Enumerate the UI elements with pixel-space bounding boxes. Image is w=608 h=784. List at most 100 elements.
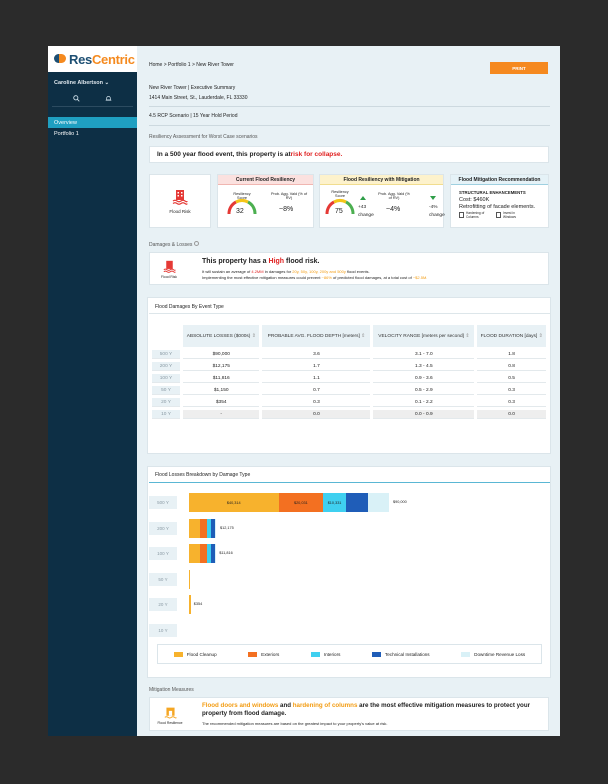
stacked-bar[interactable] — [189, 621, 190, 640]
current-resiliency-card: Current Flood Resiliency Resiliency Scor… — [217, 174, 314, 228]
score-label: Resiliency Score — [233, 192, 251, 200]
legend-item: Technical Installations — [371, 651, 430, 657]
sidebar-item-portfolio-1[interactable]: Portfolio 1 — [54, 131, 79, 137]
score-change: +43 change — [358, 205, 374, 218]
y-tick-label: 100 Y — [149, 547, 177, 560]
property-address: 1414 Main Street, St., Lauderdale, FL 33… — [149, 95, 248, 101]
bar-segment[interactable] — [206, 518, 212, 538]
stacked-bar[interactable] — [189, 518, 217, 538]
sidebar-item-overview[interactable]: Overview — [48, 117, 137, 128]
arrow-down-icon — [430, 196, 436, 200]
table-row: 10 Y -0.0 0.0 - 0.9 0.0 — [152, 410, 546, 419]
bar-segment — [189, 569, 190, 589]
breadcrumb-portfolio[interactable]: Portfolio 1 — [168, 62, 191, 68]
stacked-bar[interactable] — [189, 569, 190, 589]
recommendation-description: Retrofitting of facade elements. — [459, 204, 536, 210]
info-icon[interactable] — [193, 241, 199, 246]
flood-risk-label: Flood Risk — [169, 208, 191, 214]
damages-line-1: It will sustain an average of 4.2MM in d… — [202, 269, 370, 274]
bar-segment[interactable] — [200, 544, 207, 563]
mitigation-score-value: 75 — [335, 208, 343, 215]
legend-item: Interiors — [310, 651, 340, 657]
flood-building-icon — [172, 189, 188, 205]
y-tick-label: 200 Y — [149, 521, 177, 535]
bar-total-label: $12,175 — [220, 525, 234, 530]
bar-segment[interactable] — [200, 518, 207, 538]
search-icon[interactable] — [73, 95, 80, 102]
flood-resilience-badge: Flood Resilience — [155, 702, 185, 728]
columns-item: Hardening of Columns — [459, 211, 490, 219]
aal-change: -4% change — [429, 205, 445, 218]
legend-swatch — [173, 651, 183, 657]
current-resiliency-title: Current Flood Resiliency — [218, 175, 313, 185]
bar-segment[interactable] — [189, 544, 201, 563]
legend-swatch — [310, 651, 320, 657]
chevron-down-icon: ⌄ — [104, 80, 110, 86]
mitigation-section-title: Mitigation Measures — [149, 687, 194, 693]
bar-segment[interactable]: $40,314 — [189, 493, 279, 512]
col-header-duration[interactable]: FLOOD DURATION [days] ⇕ — [477, 325, 546, 347]
bar-segment[interactable]: $10,331 — [323, 493, 347, 512]
user-menu[interactable]: Caroline Albertson ⌄ — [54, 80, 110, 86]
legend-swatch — [248, 651, 258, 657]
event-table-title: Flood Damages By Event Type — [155, 304, 224, 310]
col-header-velocity[interactable]: VELOCITY RANGE [meters per second] ⇕ — [373, 325, 475, 347]
arrow-up-icon — [360, 196, 366, 200]
col-header-depth[interactable]: PROBABLE AVG. FLOOD DEPTH [meters] ⇕ — [262, 325, 371, 347]
y-tick-label: 10 Y — [149, 623, 177, 637]
table-row: 500 Y $90,000 3.6 3.1 - 7.0 1.8 — [152, 350, 546, 359]
bar-segment[interactable] — [214, 544, 217, 563]
logo-mark-icon — [54, 53, 66, 65]
current-score-value: 32 — [236, 208, 244, 215]
legend-item: Flood Cleanup — [173, 651, 217, 657]
legend-swatch — [461, 651, 471, 657]
stacked-bar[interactable] — [189, 595, 191, 614]
breadcrumb-home[interactable]: Home — [149, 62, 163, 68]
flood-door-icon — [164, 707, 177, 718]
breadcrumb-sep: > — [163, 62, 167, 68]
bar-segment[interactable] — [368, 493, 389, 512]
damages-section-title: Damages & Losses — [149, 241, 199, 248]
print-button[interactable]: PRINT — [490, 62, 548, 74]
damages-headline: This property has a High flood risk. — [202, 258, 320, 265]
table-row: 50 Y $1,150 0.7 0.5 - 2.9 0.3 — [152, 386, 546, 395]
aal-label: Prob. Agg. Vald (% of RV) — [270, 192, 308, 200]
mitigation-headline: Flood doors and windows and hardening of… — [202, 702, 531, 717]
stacked-bar[interactable] — [189, 544, 217, 563]
flood-risk-card: Flood Risk — [149, 174, 211, 228]
bar-segment[interactable] — [206, 544, 212, 563]
page-title: New River Tower | Executive Summary — [149, 85, 236, 91]
mitigation-resiliency-card: Flood Resiliency with Mitigation Resilie… — [319, 174, 445, 228]
bar-segment[interactable] — [211, 518, 215, 538]
bar-total-label: $354 — [193, 602, 203, 606]
legend-swatch — [371, 651, 381, 657]
resiliency-section-title: Resiliency Assessment for Worst Case sce… — [149, 134, 258, 140]
table-row: 200 Y $12,175 1.7 1.3 - 4.5 0.8 — [152, 362, 546, 371]
legend-item: Downtime Revenue Loss — [461, 651, 525, 657]
damages-summary-card: Flood Risk This property has a High floo… — [149, 252, 549, 285]
aal-label: Prob. Agg. Vald (% of RV) — [378, 192, 410, 200]
bar-segment[interactable] — [346, 493, 369, 512]
mitigation-aal-value: ~4% — [386, 206, 401, 213]
sort-icon: ⇕ — [361, 333, 366, 339]
bar-segment[interactable] — [214, 518, 217, 538]
column-icon — [459, 212, 464, 218]
breadcrumb-current: New River Tower — [196, 62, 234, 68]
damages-line-2: Implementing the most effective mitigati… — [202, 275, 428, 280]
bell-icon[interactable] — [105, 95, 112, 102]
bar-segment[interactable]: $20,031 — [278, 493, 324, 512]
bar-segment[interactable] — [189, 595, 191, 614]
recommendation-subtitle: STRUCTURAL ENHANCEMENTS — [459, 190, 526, 195]
app-window: ResCentric Caroline Albertson ⌄ Overview… — [48, 46, 560, 736]
stacked-bar[interactable]: $40,314 $20,031 $10,331 — [189, 493, 389, 512]
bar-segment[interactable] — [189, 518, 201, 538]
legend-item: Exteriors — [248, 651, 279, 657]
bar-total-label: $90,000 — [393, 500, 407, 504]
chart-title: Flood Losses Breakdown by Damage Type — [155, 472, 251, 478]
logo-text: ResCentric — [69, 51, 135, 67]
bar-segment[interactable] — [211, 544, 215, 563]
sort-icon: ⇕ — [251, 333, 256, 339]
flood-building-icon — [163, 260, 176, 273]
recommendation-title: Flood Mitigation Recommendation — [451, 175, 548, 185]
col-header-losses[interactable]: ABSOLUTE LOSSES ($000s) ⇕ — [183, 325, 260, 347]
